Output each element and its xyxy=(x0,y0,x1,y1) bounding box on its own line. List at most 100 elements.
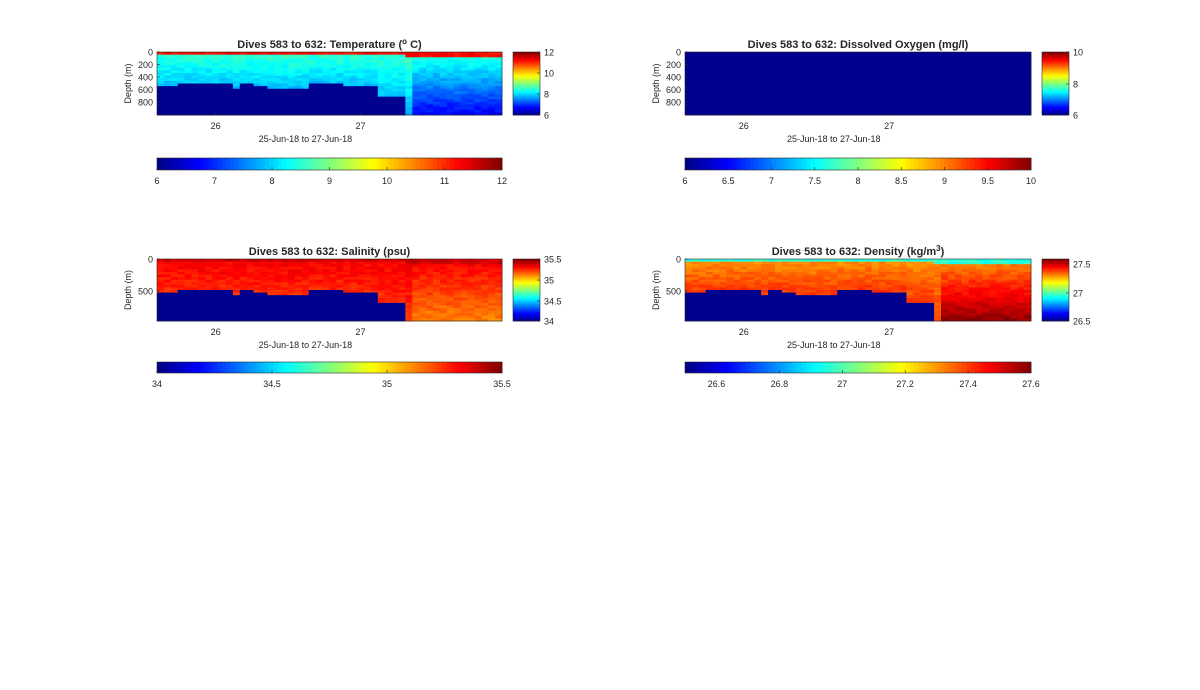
chart-title: Dives 583 to 632: Dissolved Oxygen (mg/l… xyxy=(748,39,969,51)
heatmap-cell xyxy=(809,104,817,108)
colorbar-segment xyxy=(513,113,540,116)
heatmap-cell xyxy=(301,271,310,275)
heatmap-cell xyxy=(802,94,810,98)
heatmap-cell xyxy=(219,107,227,111)
heatmap-cell xyxy=(996,65,1004,69)
heatmap-cell xyxy=(788,271,797,275)
heatmap-cell xyxy=(157,67,165,71)
heatmap-cell xyxy=(253,91,261,95)
colorbar-segment xyxy=(513,102,540,105)
heatmap-cell xyxy=(698,104,707,108)
heatmap-cell xyxy=(899,78,907,82)
heatmap-cell xyxy=(198,65,206,69)
heatmap-cell xyxy=(481,52,489,56)
heatmap-cell xyxy=(851,264,859,268)
heatmap-cell xyxy=(885,83,893,87)
colorbar-segment xyxy=(996,158,1002,170)
heatmap-cell xyxy=(733,96,741,100)
heatmap-cell xyxy=(446,310,455,314)
heatmap-cell xyxy=(274,261,282,265)
heatmap-cell xyxy=(795,277,804,281)
heatmap-cell xyxy=(961,54,970,58)
heatmap-cell xyxy=(336,107,344,111)
heatmap-cell xyxy=(163,305,172,309)
heatmap-cell xyxy=(419,315,427,319)
heatmap-cell xyxy=(184,269,192,273)
heatmap-cell xyxy=(961,78,970,82)
heatmap-cell xyxy=(920,67,928,71)
heatmap-cell xyxy=(816,62,824,66)
heatmap-cell xyxy=(691,310,700,314)
heatmap-cell xyxy=(177,83,185,87)
heatmap-cell xyxy=(705,297,714,301)
heatmap-cell xyxy=(474,70,482,74)
heatmap-cell xyxy=(412,269,420,273)
heatmap-cell xyxy=(453,305,461,309)
heatmap-cell xyxy=(301,112,310,116)
heatmap-cell xyxy=(698,91,707,95)
heatmap-cell xyxy=(433,300,441,304)
heatmap-cell xyxy=(384,75,392,79)
heatmap-cell xyxy=(754,107,762,111)
heatmap-cell xyxy=(495,101,503,105)
heatmap-cell xyxy=(384,274,392,278)
colorbar-segment xyxy=(398,158,404,170)
heatmap-cell xyxy=(205,318,213,322)
heatmap-cell xyxy=(391,295,399,299)
heatmap-cell xyxy=(467,99,475,103)
heatmap-cell xyxy=(802,287,810,291)
heatmap-cell xyxy=(837,104,845,108)
heatmap-cell xyxy=(357,57,365,61)
colorbar-segment xyxy=(513,314,540,317)
heatmap-cell xyxy=(467,292,475,296)
colorbar-segment xyxy=(234,362,240,373)
heatmap-cell xyxy=(226,54,234,58)
heatmap-cell xyxy=(961,83,970,87)
heatmap-cell xyxy=(350,318,358,322)
heatmap-cell xyxy=(357,295,365,299)
heatmap-cell xyxy=(315,305,323,309)
heatmap-cell xyxy=(191,269,199,273)
heatmap-cell xyxy=(467,266,475,270)
heatmap-cell xyxy=(226,88,234,92)
heatmap-cell xyxy=(295,302,303,306)
colorbar-tick-label: 8 xyxy=(544,90,549,100)
heatmap-cell xyxy=(488,302,496,306)
colorbar-frame xyxy=(512,258,541,322)
heatmap-cell xyxy=(405,109,413,113)
heatmap-cell xyxy=(495,315,503,319)
heatmap-cell xyxy=(844,59,852,63)
heatmap-cell xyxy=(823,313,831,317)
heatmap-cell xyxy=(205,70,213,74)
heatmap-cell xyxy=(226,96,234,100)
heatmap-cell xyxy=(398,305,406,309)
heatmap-cell xyxy=(460,305,468,309)
heatmap-cell xyxy=(823,88,831,92)
heatmap-cell xyxy=(205,88,213,92)
heatmap-cell xyxy=(864,310,873,314)
heatmap-cell xyxy=(947,75,956,79)
heatmap-cell xyxy=(698,59,707,63)
colorbar-segment xyxy=(983,158,989,170)
heatmap-cell xyxy=(350,101,358,105)
heatmap-cell xyxy=(226,67,234,71)
heatmap-cell xyxy=(774,284,783,288)
heatmap-cell xyxy=(754,292,762,296)
heatmap-cell xyxy=(191,88,199,92)
heatmap-cell xyxy=(205,284,213,288)
heatmap-cell xyxy=(419,287,427,291)
heatmap-cell xyxy=(733,99,741,103)
heatmap-cell xyxy=(481,112,489,116)
heatmap-cell xyxy=(719,279,727,283)
heatmap-cell xyxy=(754,83,762,87)
heatmap-cell xyxy=(205,264,213,268)
heatmap-cell xyxy=(170,277,179,281)
colorbar-segment xyxy=(484,362,490,373)
heatmap-cell xyxy=(467,315,475,319)
heatmap-cell xyxy=(433,109,441,113)
heatmap-cell xyxy=(184,101,192,105)
heatmap-cell xyxy=(295,73,303,77)
heatmap-cell xyxy=(384,259,392,262)
heatmap-cell xyxy=(295,65,303,69)
heatmap-cell xyxy=(267,70,275,74)
